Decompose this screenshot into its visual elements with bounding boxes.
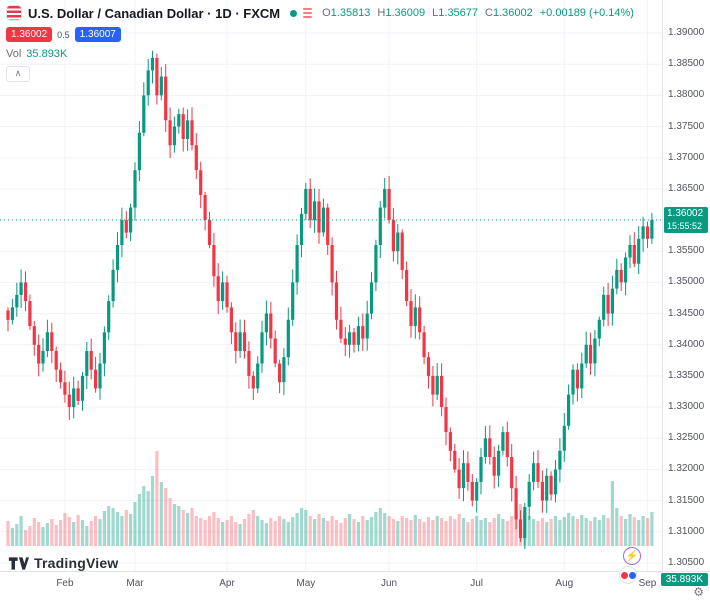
candlestick-chart[interactable] [0, 0, 663, 572]
volume-label: Vol [6, 48, 22, 60]
price-axis-label: 1.33500 [668, 369, 705, 381]
price-axis-label: 1.31500 [668, 494, 705, 506]
time-axis-label: Sep [638, 578, 657, 589]
volume-value: 35.893K [26, 48, 68, 60]
lightning-icon[interactable]: ⚡ [623, 547, 641, 565]
low-value: L1.35677 [432, 7, 479, 19]
price-axis-label: 1.35000 [668, 276, 705, 288]
price-axis-label: 1.34500 [668, 307, 705, 319]
time-axis-label: Jun [380, 578, 398, 589]
time-axis-label: Aug [555, 578, 574, 589]
price-axis-label: 1.31000 [668, 525, 705, 537]
collapse-legend-button[interactable]: ∧ [6, 66, 30, 82]
volume-bars [6, 451, 654, 546]
price-axis-label: 1.37000 [668, 151, 705, 163]
price-axis-label: 1.30500 [668, 557, 705, 568]
price-axis-label: 1.35500 [668, 245, 705, 257]
spread-value: 0.5 [57, 29, 70, 40]
time-axis-label: Mar [126, 578, 144, 589]
bar-countdown: 15:55:52 [667, 220, 703, 231]
volume-row: Vol 35.893K [6, 48, 634, 60]
change-value: +0.00189 (+0.14%) [539, 7, 634, 19]
price-axis-label: 1.37500 [668, 120, 705, 132]
tradingview-mark-icon [8, 556, 29, 570]
ask-price-button[interactable]: 1.36007 [74, 27, 121, 42]
candles [6, 50, 654, 550]
price-axis[interactable]: 1.36002 15:55:52 1.39000 1.38500 1.38000 1.… [662, 0, 710, 572]
price-axis-label: 1.32000 [668, 463, 705, 475]
price-axis-label: 1.39000 [668, 27, 705, 38]
time-axis[interactable]: Feb Mar Apr May Jun Jul Aug Sep [0, 571, 710, 600]
bid-price-button[interactable]: 1.36002 [6, 27, 53, 42]
price-axis-label: 1.33000 [668, 401, 705, 413]
price-axis-label: 1.38000 [668, 89, 705, 101]
time-axis-label: May [296, 578, 316, 589]
price-axis-label: 1.32500 [668, 432, 705, 444]
chart-pane[interactable] [0, 0, 663, 572]
series-marker-icon [290, 9, 298, 17]
high-value: H1.36009 [377, 7, 426, 19]
symbol-logo-icon[interactable] [6, 5, 22, 21]
grid-lines [0, 0, 663, 572]
time-axis-label: Jul [470, 578, 484, 589]
ohlc-values: O1.35813 H1.36009 L1.35677 C1.36002 +0.0… [322, 7, 634, 19]
volume-indicator-icon [303, 8, 313, 18]
price-axis-label: 1.34000 [668, 338, 705, 350]
price-axis-label: 1.38500 [668, 58, 705, 70]
current-price-badge: 1.36002 15:55:52 [664, 206, 708, 233]
bid-ask-row: 1.36002 0.5 1.36007 [6, 27, 634, 42]
close-value: C1.36002 [485, 7, 533, 19]
blue-dot-icon [628, 571, 636, 579]
time-axis-label: Feb [56, 578, 74, 589]
price-axis-label: 1.36500 [668, 182, 705, 194]
current-price-value: 1.36002 [667, 207, 704, 219]
red-dot-icon [620, 571, 628, 579]
gear-settings-icon[interactable]: ⚙ [693, 585, 704, 599]
reactions-icon[interactable] [619, 566, 637, 584]
legend-symbol-row: U.S. Dollar / Canadian Dollar · 1D · FXC… [6, 5, 634, 21]
open-value: O1.35813 [322, 7, 371, 19]
symbol-title[interactable]: U.S. Dollar / Canadian Dollar · 1D · FXC… [28, 5, 281, 21]
volume-axis-badge: 35.893K [660, 573, 708, 586]
time-axis-label: Apr [219, 578, 235, 589]
tradingview-logo[interactable]: TradingView [8, 555, 118, 571]
chart-legend: U.S. Dollar / Canadian Dollar · 1D · FXC… [6, 5, 634, 82]
tradingview-logo-text: TradingView [34, 555, 119, 571]
